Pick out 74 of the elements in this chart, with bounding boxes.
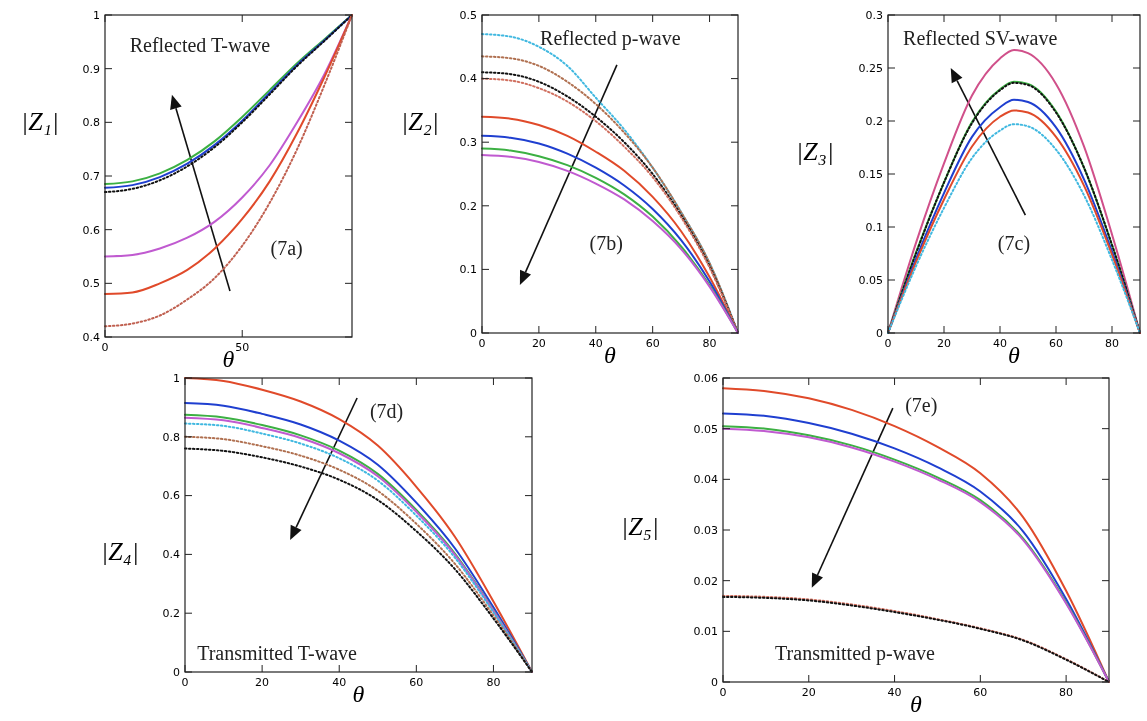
y-tick-label: 1 [173, 371, 180, 385]
annotation: Reflected T-wave [129, 34, 271, 57]
x-tick-label: 80 [1059, 686, 1074, 699]
y-tick-label: 0.7 [82, 169, 100, 183]
annotation: (7c) [997, 232, 1031, 256]
y-tick-label: 0 [173, 665, 180, 679]
x-tick-label: 40 [993, 337, 1007, 350]
annotation: (7e) [905, 394, 938, 418]
annotation: (7b) [589, 232, 623, 256]
annotation: Reflected p-wave [540, 26, 681, 50]
y-tick-label: 0.6 [162, 489, 180, 503]
annotation: (7d) [369, 399, 404, 423]
x-axis-title: θ [604, 342, 617, 368]
annotation: Transmitted p-wave [775, 642, 936, 666]
x-tick-label: 40 [887, 686, 902, 699]
x-tick-label: 20 [531, 337, 546, 350]
annotation: Transmitted T-wave [197, 642, 358, 665]
y-tick-label: 0.01 [693, 625, 718, 639]
x-tick-label: 60 [645, 337, 660, 350]
y-tick-label: 0.8 [82, 116, 100, 130]
y-tick-label: 0.1 [865, 220, 883, 234]
x-tick-label: 20 [937, 337, 951, 350]
y-tick-label: 0.05 [693, 422, 718, 436]
y-tick-label: 0.5 [82, 277, 100, 291]
y-tick-label: 0.25 [858, 61, 883, 75]
y-tick-label: 0.5 [459, 8, 477, 22]
y-tick-label: 0.4 [162, 548, 180, 562]
y-tick-label: 0 [470, 326, 477, 340]
x-tick-label: 80 [1105, 337, 1119, 350]
y-tick-label: 0.1 [459, 263, 477, 277]
y-tick-label: 0.03 [693, 523, 718, 537]
x-tick-label: 60 [409, 676, 424, 689]
y-tick-label: 0.15 [858, 167, 883, 181]
y-tick-label: 0.3 [865, 8, 883, 22]
x-tick-label: 0 [719, 686, 727, 699]
y-tick-label: 1 [93, 8, 100, 22]
y-axis-title: |Z₂| [401, 107, 439, 136]
x-axis-title: θ [222, 346, 235, 372]
x-axis-title: θ [352, 681, 365, 707]
y-tick-label: 0.3 [459, 136, 477, 150]
x-tick-label: 60 [973, 686, 988, 699]
x-tick-label: 20 [255, 676, 270, 689]
y-tick-label: 0.4 [459, 72, 477, 86]
x-tick-label: 40 [332, 676, 347, 689]
x-tick-label: 80 [486, 676, 501, 689]
annotation: (7a) [270, 236, 303, 260]
x-tick-label: 40 [588, 337, 603, 350]
y-tick-label: 0.6 [82, 223, 100, 237]
x-axis-title: θ [910, 691, 923, 717]
y-tick-label: 0.9 [82, 62, 100, 76]
y-tick-label: 0.2 [865, 114, 883, 128]
y-axis-title: |Z₃| [796, 137, 834, 166]
annotation: Reflected SV-wave [903, 26, 1058, 49]
x-tick-label: 0 [101, 341, 109, 354]
y-axis-title: |Z₁| [21, 107, 59, 136]
x-tick-label: 20 [801, 686, 816, 699]
y-axis-title: |Z₄| [101, 537, 139, 566]
x-axis-title: θ [1008, 342, 1021, 368]
y-tick-label: 0.05 [858, 273, 883, 287]
y-tick-label: 0.2 [162, 607, 180, 621]
y-tick-label: 0 [876, 326, 883, 340]
x-tick-label: 0 [181, 676, 189, 689]
y-tick-label: 0.2 [459, 199, 477, 213]
y-tick-label: 0.06 [693, 371, 718, 385]
x-tick-label: 80 [702, 337, 717, 350]
x-tick-label: 50 [235, 341, 250, 354]
x-tick-label: 60 [1049, 337, 1063, 350]
y-axis-title: |Z₅| [621, 512, 659, 541]
y-tick-label: 0.8 [162, 430, 180, 444]
x-tick-label: 0 [478, 337, 486, 350]
y-tick-label: 0.02 [693, 574, 718, 588]
y-tick-label: 0.4 [82, 330, 100, 344]
x-tick-label: 0 [884, 337, 892, 350]
y-tick-label: 0.04 [693, 473, 718, 487]
